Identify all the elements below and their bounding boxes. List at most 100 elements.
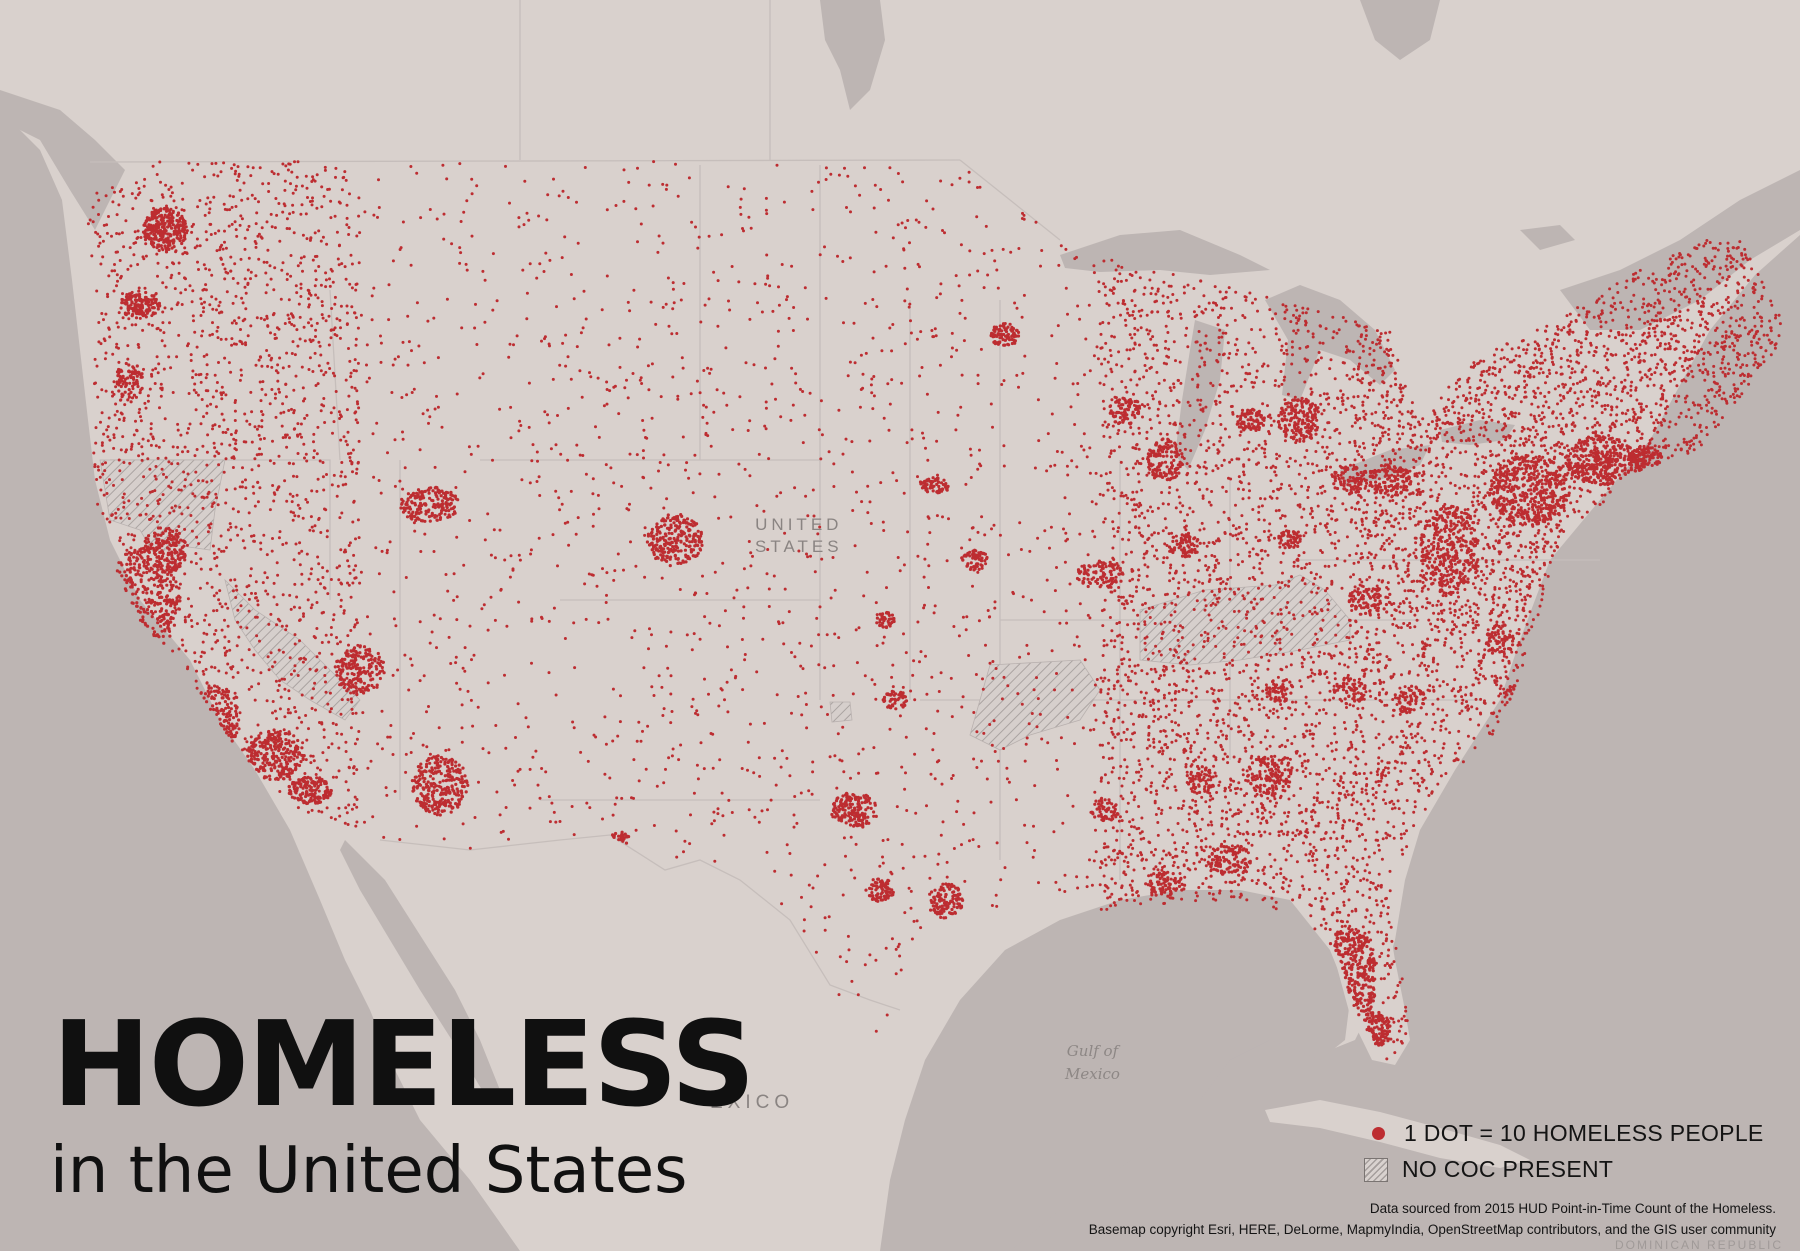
homeless-dot bbox=[142, 367, 145, 371]
homeless-dot bbox=[1690, 321, 1694, 325]
homeless-dot bbox=[1490, 609, 1493, 613]
homeless-dot bbox=[1306, 759, 1310, 762]
homeless-dot bbox=[452, 572, 456, 576]
homeless-dot bbox=[1579, 444, 1583, 448]
homeless-dot bbox=[727, 798, 731, 802]
homeless-dot bbox=[333, 302, 337, 306]
homeless-dot bbox=[1306, 462, 1310, 466]
homeless-dot bbox=[1325, 508, 1329, 511]
homeless-dot bbox=[958, 311, 962, 315]
homeless-dot bbox=[1142, 375, 1146, 379]
homeless-dot bbox=[1519, 579, 1523, 583]
homeless-dot bbox=[1204, 564, 1208, 568]
homeless-dot bbox=[619, 694, 622, 698]
homeless-dot bbox=[521, 268, 525, 272]
homeless-dot bbox=[310, 203, 314, 207]
homeless-dot bbox=[150, 372, 153, 376]
homeless-dot bbox=[743, 658, 747, 662]
homeless-dot bbox=[1181, 688, 1185, 692]
homeless-dot bbox=[217, 669, 221, 673]
homeless-dot bbox=[258, 447, 262, 451]
homeless-dot bbox=[144, 254, 148, 258]
homeless-dot bbox=[1356, 395, 1360, 398]
homeless-dot bbox=[538, 494, 542, 497]
homeless-dot bbox=[124, 450, 128, 454]
homeless-dot bbox=[318, 651, 322, 655]
homeless-dot bbox=[147, 322, 151, 326]
homeless-dot bbox=[1301, 884, 1305, 888]
homeless-dot bbox=[1318, 575, 1322, 579]
homeless-dot bbox=[1358, 612, 1362, 616]
homeless-dot bbox=[1220, 688, 1224, 692]
homeless-dot bbox=[283, 715, 287, 719]
homeless-dot bbox=[1582, 395, 1586, 399]
homeless-dot bbox=[355, 737, 359, 741]
homeless-dot bbox=[1483, 581, 1487, 585]
homeless-dot bbox=[981, 687, 985, 691]
homeless-dot bbox=[1375, 903, 1379, 907]
homeless-dot bbox=[1656, 338, 1660, 342]
homeless-dot bbox=[1068, 512, 1071, 516]
homeless-dot bbox=[1413, 425, 1417, 429]
homeless-dot bbox=[1119, 313, 1122, 317]
homeless-dot bbox=[295, 595, 299, 599]
homeless-dot bbox=[1512, 358, 1516, 362]
homeless-dot bbox=[1437, 612, 1441, 616]
homeless-dot bbox=[652, 824, 656, 827]
homeless-dot bbox=[1481, 556, 1484, 560]
homeless-dot bbox=[1489, 408, 1493, 412]
homeless-dot bbox=[1223, 839, 1227, 843]
homeless-dot bbox=[1493, 679, 1497, 683]
homeless-dot bbox=[1015, 373, 1019, 377]
homeless-dot bbox=[141, 328, 145, 332]
homeless-dot bbox=[1225, 663, 1229, 667]
homeless-dot bbox=[345, 811, 349, 815]
homeless-dot bbox=[212, 195, 216, 199]
homeless-dot bbox=[1557, 440, 1561, 444]
homeless-dot bbox=[968, 839, 971, 843]
homeless-dot bbox=[1192, 740, 1196, 744]
homeless-dot bbox=[1145, 369, 1149, 373]
homeless-dot bbox=[766, 276, 770, 280]
homeless-dot bbox=[1530, 402, 1534, 406]
homeless-dot bbox=[1055, 450, 1059, 453]
homeless-dot bbox=[1215, 559, 1218, 563]
homeless-dot bbox=[1430, 628, 1434, 632]
homeless-dot bbox=[217, 463, 221, 467]
homeless-dot bbox=[1729, 316, 1733, 320]
homeless-dot bbox=[1268, 522, 1272, 526]
homeless-dot bbox=[1161, 749, 1165, 753]
homeless-dot bbox=[1738, 395, 1742, 399]
homeless-dot bbox=[954, 274, 958, 278]
homeless-dot bbox=[97, 198, 101, 202]
homeless-dot bbox=[228, 648, 232, 652]
homeless-dot bbox=[1193, 657, 1197, 661]
homeless-dot bbox=[1579, 341, 1583, 345]
homeless-dot bbox=[1400, 1017, 1404, 1021]
homeless-dot bbox=[932, 335, 936, 339]
homeless-dot bbox=[1385, 512, 1389, 516]
homeless-dot bbox=[325, 473, 328, 476]
homeless-dot bbox=[980, 515, 984, 519]
homeless-dot bbox=[1347, 636, 1351, 640]
homeless-dot bbox=[1117, 776, 1121, 780]
homeless-dot bbox=[1364, 690, 1368, 694]
homeless-dot bbox=[1272, 890, 1275, 894]
homeless-dot bbox=[707, 692, 710, 696]
homeless-dot bbox=[1046, 432, 1050, 436]
homeless-dot bbox=[1151, 394, 1154, 398]
homeless-dot bbox=[455, 595, 459, 599]
homeless-dot bbox=[1505, 558, 1509, 562]
homeless-dot bbox=[329, 336, 333, 340]
homeless-dot bbox=[193, 382, 197, 386]
homeless-dot bbox=[1659, 397, 1663, 401]
homeless-dot bbox=[288, 227, 291, 231]
homeless-dot bbox=[976, 382, 980, 386]
homeless-dot bbox=[1561, 416, 1565, 420]
homeless-dot bbox=[189, 514, 193, 517]
homeless-dot bbox=[1477, 411, 1481, 414]
homeless-dot bbox=[1317, 469, 1321, 473]
homeless-dot bbox=[455, 392, 459, 396]
homeless-dot bbox=[260, 387, 264, 391]
homeless-dot bbox=[1112, 497, 1116, 501]
